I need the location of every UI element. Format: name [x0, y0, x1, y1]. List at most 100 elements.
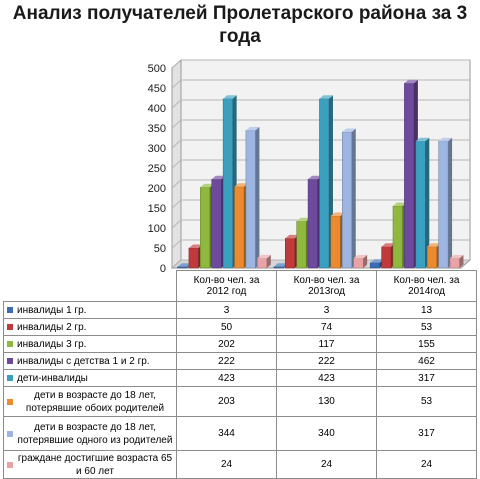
- legend-entry: дети-инвалиды: [3, 369, 177, 387]
- bar: [245, 126, 260, 269]
- gridline-side: [171, 119, 182, 129]
- data-value: 317: [376, 369, 477, 387]
- data-value: 13: [376, 301, 477, 319]
- data-value: 222: [276, 352, 377, 370]
- gridline-side: [171, 139, 182, 149]
- legend-entry: граждане достигшие возраста 65 и 60 лет: [3, 450, 177, 479]
- y-tick-label: 0: [160, 263, 166, 275]
- table-row: граждане достигшие возраста 65 и 60 лет 2…: [3, 450, 477, 479]
- table-body: инвалиды 1 гр. 3 3 13 инвалиды 2 гр. 50 74 53 ин…: [3, 301, 477, 479]
- gridline-side: [171, 59, 182, 69]
- data-value: 24: [376, 450, 477, 479]
- data-value: 340: [276, 416, 377, 451]
- gridline-side: [171, 99, 182, 109]
- data-value: 203: [176, 386, 277, 417]
- legend-entry: инвалиды с детства 1 и 2 гр.: [3, 352, 177, 370]
- data-table: Кол-во чел. за 2012 год Кол-во чел. за 2013…: [3, 270, 477, 479]
- category-label-line: Кол-во чел. за: [293, 275, 360, 286]
- data-value: 53: [376, 386, 477, 417]
- legend-key: [7, 358, 13, 364]
- y-tick-label: 100: [148, 223, 166, 235]
- gridline-side: [171, 179, 182, 189]
- category-label-line: Кол-во чел. за: [393, 275, 460, 286]
- table-row: инвалиды 3 гр. 202 117 155: [3, 335, 477, 353]
- category-label: Кол-во чел. за 2014год: [376, 270, 477, 302]
- legend-key: [7, 307, 13, 313]
- data-value: 130: [276, 386, 377, 417]
- category-label-line: Кол-во чел. за: [193, 275, 260, 286]
- legend-entry: инвалиды 1 гр.: [3, 301, 177, 319]
- data-value: 74: [276, 318, 377, 336]
- table-row: дети-инвалиды 423 423 317: [3, 369, 477, 387]
- bar: [415, 137, 430, 269]
- legend-label: инвалиды 3 гр.: [17, 338, 87, 350]
- table-row: дети в возрасте до 18 лет, потерявшие об…: [3, 386, 477, 417]
- legend-label: инвалиды 2 гр.: [17, 321, 87, 333]
- data-value: 202: [176, 335, 277, 353]
- gridline-side: [171, 159, 182, 169]
- legend-label: дети в возрасте до 18 лет, потерявшие об…: [25, 389, 165, 414]
- bar: [257, 254, 271, 269]
- legend-key: [7, 375, 13, 381]
- gridline-side: [171, 219, 182, 229]
- bars: [177, 79, 464, 269]
- data-value: 24: [276, 450, 377, 479]
- y-tick-label: 400: [148, 103, 166, 115]
- data-value: 24: [176, 450, 277, 479]
- table-row: инвалиды с детства 1 и 2 гр. 222 222 462: [3, 352, 477, 370]
- table-row: инвалиды 2 гр. 50 74 53: [3, 318, 477, 336]
- y-tick-label: 300: [148, 143, 166, 155]
- legend-key: [7, 461, 13, 468]
- data-value: 117: [276, 335, 377, 353]
- category-label: Кол-во чел. за 2012 год: [176, 270, 277, 302]
- bar: [449, 254, 464, 269]
- data-value: 53: [376, 318, 477, 336]
- table-header-row: Кол-во чел. за 2012 год Кол-во чел. за 2013…: [3, 270, 477, 302]
- y-tick-label: 500: [148, 63, 166, 75]
- data-value: 317: [376, 416, 477, 451]
- legend-label: дети в возрасте до 18 лет, потерявшие од…: [17, 421, 173, 446]
- legend-entry: дети в возрасте до 18 лет, потерявшие од…: [3, 416, 177, 451]
- data-value: 3: [276, 301, 377, 319]
- gridline-side: [171, 239, 182, 249]
- category-label-line: 2012 год: [206, 286, 247, 297]
- category-label: Кол-во чел. за 2013год: [276, 270, 377, 302]
- legend-entry: инвалиды 2 гр.: [3, 318, 177, 336]
- legend-key: [7, 324, 13, 330]
- data-value: 423: [176, 369, 277, 387]
- y-tick-label: 50: [154, 243, 166, 255]
- table-row: дети в возрасте до 18 лет, потерявшие од…: [3, 416, 477, 451]
- legend-key: [7, 341, 13, 347]
- y-tick-label: 150: [148, 203, 166, 215]
- bar: [342, 128, 356, 269]
- legend-entry: инвалиды 3 гр.: [3, 335, 177, 353]
- y-tick-label: 450: [148, 83, 166, 95]
- legend-entry: дети в возрасте до 18 лет, потерявшие об…: [3, 386, 177, 417]
- y-tick-label: 350: [148, 123, 166, 135]
- data-value: 50: [176, 318, 277, 336]
- data-value: 3: [176, 301, 277, 319]
- table-row: инвалиды 1 гр. 3 3 13: [3, 301, 477, 319]
- gridline-side: [171, 259, 182, 269]
- data-value: 344: [176, 416, 277, 451]
- bar: [438, 137, 453, 269]
- legend-key: [7, 430, 13, 437]
- data-value: 462: [376, 352, 477, 370]
- y-axis-ticks: 0 50 100 150 200 250 300 350 400 450 500: [148, 63, 166, 275]
- y-tick-label: 250: [148, 163, 166, 175]
- category-label-line: 2014год: [408, 286, 445, 297]
- table-corner: [3, 270, 177, 302]
- data-value: 155: [376, 335, 477, 353]
- gridline-side: [171, 79, 182, 89]
- legend-label: инвалиды 1 гр.: [17, 304, 87, 316]
- data-value: 222: [176, 352, 277, 370]
- legend-label: инвалиды с детства 1 и 2 гр.: [17, 355, 150, 367]
- legend-label: дети-инвалиды: [17, 372, 88, 384]
- chart-title: Анализ получателей Пролетарского района …: [12, 3, 468, 47]
- y-tick-label: 200: [148, 183, 166, 195]
- legend-label: граждане достигшие возраста 65 и 60 лет: [17, 452, 173, 477]
- bar-chart: 0 50 100 150 200 250 300 350 400 450 500: [148, 58, 472, 275]
- data-value: 423: [276, 369, 377, 387]
- category-label-line: 2013год: [308, 286, 345, 297]
- bar: [353, 254, 368, 269]
